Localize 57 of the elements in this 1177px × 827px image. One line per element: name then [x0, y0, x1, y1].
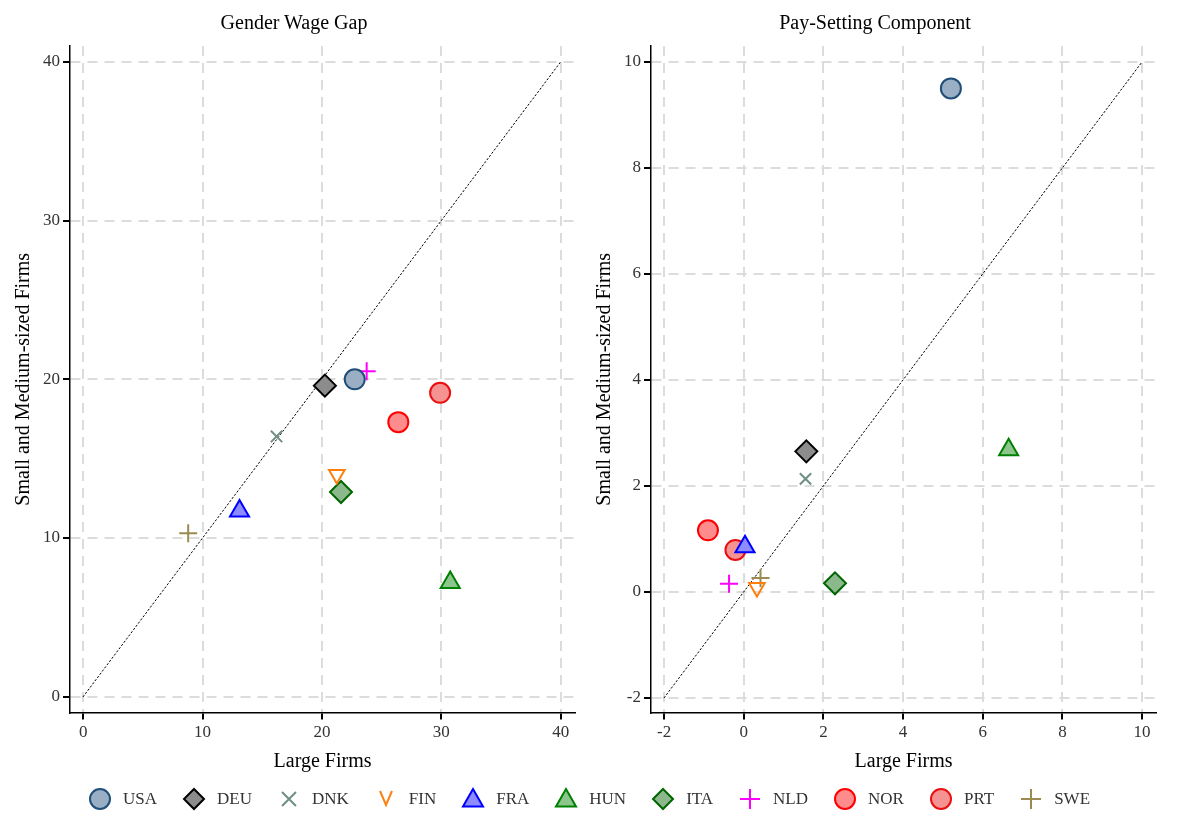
- x-tick-label: 2: [819, 722, 828, 742]
- point: [750, 568, 771, 589]
- point: [269, 429, 284, 444]
- point: [387, 411, 410, 434]
- y-tick-label: 40: [43, 51, 60, 71]
- y-tick-label: 10: [43, 527, 60, 547]
- point: [178, 523, 199, 544]
- x-tick-label: 0: [78, 722, 88, 742]
- x-tick-label: 40: [552, 722, 570, 742]
- point: [696, 519, 719, 542]
- y-tick-label: 0: [51, 686, 60, 706]
- y-tick-label: 10: [624, 51, 641, 71]
- point: [719, 573, 740, 594]
- x-tick-label: 4: [898, 722, 908, 742]
- x-tick-label: 30: [432, 722, 450, 742]
- point: [343, 368, 366, 391]
- y-tick-label: 30: [43, 210, 60, 230]
- y-tick-label: 2: [632, 475, 641, 495]
- legend-label: NLD: [773, 789, 809, 809]
- point: [939, 77, 962, 100]
- legend-label: SWE: [1054, 789, 1091, 809]
- point: [429, 381, 452, 404]
- x-tick-label: 8: [1058, 722, 1067, 742]
- y-axis-title: Small and Medium-sized Firms: [11, 252, 34, 506]
- y-tick-label: -2: [626, 687, 641, 707]
- point: [229, 499, 251, 518]
- x-axis-title: Large Firms: [273, 749, 372, 773]
- legend-label: NOR: [868, 789, 904, 809]
- legend-label: FIN: [408, 789, 437, 809]
- y-tick-label: 20: [43, 368, 60, 388]
- legend-label: ITA: [686, 789, 714, 809]
- x-tick-label: 10: [194, 722, 212, 742]
- x-axis-title: Large Firms: [854, 749, 953, 773]
- point: [439, 570, 461, 589]
- x-tick-label: 20: [313, 722, 331, 742]
- point: [329, 479, 354, 504]
- y-axis-title: Small and Medium-sized Firms: [592, 252, 615, 506]
- point: [312, 373, 337, 398]
- legend-label: DEU: [217, 789, 252, 809]
- point: [794, 439, 819, 464]
- point: [798, 472, 813, 486]
- legend-label: PRT: [963, 789, 995, 809]
- y-tick-label: 4: [632, 369, 642, 389]
- x-tick-label: 6: [978, 722, 987, 742]
- x-tick-label: 0: [739, 722, 749, 742]
- point: [823, 571, 847, 596]
- y-tick-label: 8: [632, 157, 641, 177]
- x-tick-label: 10: [1133, 722, 1151, 742]
- legend-label: DNK: [311, 789, 349, 809]
- legend-label: FRA: [496, 789, 530, 809]
- legend-label: HUN: [589, 789, 627, 809]
- legend-label: USA: [122, 789, 157, 809]
- chart-title: Pay-Setting Component: [779, 11, 972, 35]
- y-tick-label: 6: [632, 263, 641, 283]
- x-tick-label: -2: [657, 722, 672, 742]
- chart-title: Gender Wage Gap: [220, 11, 368, 35]
- y-tick-label: 0: [632, 581, 641, 601]
